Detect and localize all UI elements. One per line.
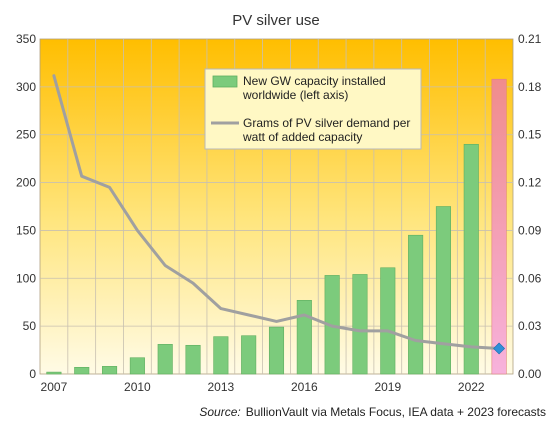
bar-2014 [241,335,257,375]
bar-2015 [268,326,285,375]
bar-2008 [74,366,90,375]
left-tick-label: 100 [16,271,36,285]
chart-title: PV silver use [232,12,320,29]
x-axis-ticks: 2007 2010 2013 2016 2019 2022 [41,380,485,394]
silver-per-watt-line [52,74,501,350]
left-tick-label: 250 [16,128,36,142]
left-tick-label: 150 [16,223,36,237]
left-tick-label: 300 [16,80,36,94]
bar-2009 [102,366,118,375]
bar-2012 [185,344,201,375]
bar-2022 [463,143,479,375]
left-axis-ticks: 0 50 100 150 200 250 300 350 [16,32,36,381]
line-series [52,74,506,355]
x-tick-label: 2007 [41,380,68,394]
bar-2019 [380,267,396,375]
bar-2010 [129,357,145,375]
source-text: BullionVault via Metals Focus, IEA data … [246,405,546,419]
left-tick-label: 350 [16,32,36,46]
left-tick-label: 200 [16,176,36,190]
legend-box [204,68,422,150]
x-tick-label: 2013 [208,380,235,394]
right-tick-label: 0.12 [518,176,542,190]
bar-2016 [296,299,312,375]
svg-text:Source:BullionVault via Metals: Source: BullionVault via Metals Focus, IE… [199,405,546,419]
left-tick-label: 50 [23,319,37,333]
right-tick-label: 0.15 [518,128,542,142]
right-tick-label: 0.09 [518,223,542,237]
bar-2007 [46,371,62,375]
bar-series [46,78,507,375]
bar-2018 [352,274,368,375]
x-tick-label: 2022 [458,380,485,394]
legend-bar-swatch [212,75,238,88]
x-tick-label: 2016 [291,380,318,394]
legend: New GW capacity installed worldwide (lef… [204,68,422,150]
legend-line-label-line2: watt of added capacity [242,130,362,144]
right-tick-label: 0.00 [518,367,542,381]
left-tick-label: 0 [29,367,36,381]
bar-2011 [157,344,173,375]
source-note: Source: BullionVault via Metals Focus, IE… [199,405,546,419]
bar-2023-forecast [491,78,507,375]
right-tick-label: 0.03 [518,319,542,333]
legend-bar-label-line2: worldwide (left axis) [242,88,348,102]
right-tick-label: 0.18 [518,80,542,94]
source-prefix: Source: [199,405,240,419]
x-tick-label: 2019 [374,380,401,394]
bar-2021 [435,206,451,375]
forecast-point-marker [493,342,506,355]
legend-line-label-line1: Grams of PV silver demand per [243,116,410,130]
bar-2013 [213,336,229,375]
right-axis-ticks: 0.00 0.03 0.06 0.09 0.12 0.15 0.18 0.21 [518,32,542,381]
right-tick-label: 0.06 [518,271,542,285]
legend-bar-label-line1: New GW capacity installed [243,74,386,88]
right-tick-label: 0.21 [518,32,542,46]
x-tick-label: 2010 [124,380,151,394]
bar-2020 [408,234,424,375]
